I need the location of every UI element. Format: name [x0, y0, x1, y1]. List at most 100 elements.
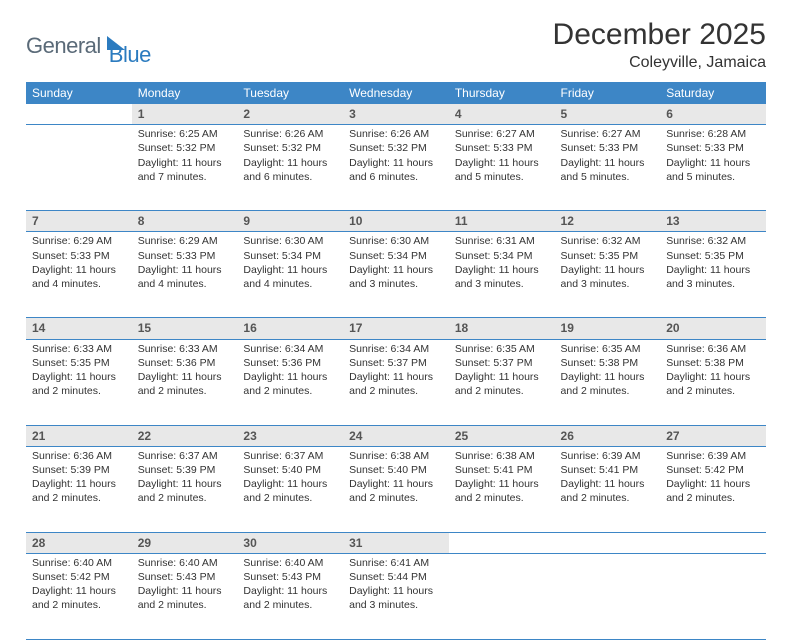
sunset-text: Sunset: 5:35 PM — [32, 356, 126, 370]
sunset-text: Sunset: 5:38 PM — [561, 356, 655, 370]
day-number-cell: 25 — [449, 425, 555, 446]
day-details: Sunrise: 6:30 AMSunset: 5:34 PMDaylight:… — [343, 232, 449, 295]
sunrise-text: Sunrise: 6:35 AM — [561, 342, 655, 356]
sunrise-text: Sunrise: 6:32 AM — [561, 234, 655, 248]
day-cell: Sunrise: 6:36 AMSunset: 5:38 PMDaylight:… — [660, 339, 766, 425]
sunset-text: Sunset: 5:42 PM — [32, 570, 126, 584]
sunrise-text: Sunrise: 6:31 AM — [455, 234, 549, 248]
weekday-header: Friday — [555, 82, 661, 104]
sunset-text: Sunset: 5:41 PM — [455, 463, 549, 477]
day-number — [26, 104, 132, 108]
day-number-cell: 2 — [237, 104, 343, 125]
day-details: Sunrise: 6:30 AMSunset: 5:34 PMDaylight:… — [237, 232, 343, 295]
day-number-cell: 26 — [555, 425, 661, 446]
sunset-text: Sunset: 5:41 PM — [561, 463, 655, 477]
sunrise-text: Sunrise: 6:39 AM — [666, 449, 760, 463]
day-cell: Sunrise: 6:33 AMSunset: 5:35 PMDaylight:… — [26, 339, 132, 425]
sunrise-text: Sunrise: 6:37 AM — [138, 449, 232, 463]
day-number: 9 — [237, 211, 343, 231]
sunset-text: Sunset: 5:36 PM — [138, 356, 232, 370]
daylight-text: Daylight: 11 hours and 3 minutes. — [455, 263, 549, 291]
day-details: Sunrise: 6:37 AMSunset: 5:40 PMDaylight:… — [237, 447, 343, 510]
day-details: Sunrise: 6:25 AMSunset: 5:32 PMDaylight:… — [132, 125, 238, 188]
day-cell — [660, 553, 766, 639]
daylight-text: Daylight: 11 hours and 5 minutes. — [561, 156, 655, 184]
sunrise-text: Sunrise: 6:36 AM — [666, 342, 760, 356]
sunset-text: Sunset: 5:33 PM — [138, 249, 232, 263]
sunrise-text: Sunrise: 6:26 AM — [349, 127, 443, 141]
day-number-cell: 22 — [132, 425, 238, 446]
week-row: Sunrise: 6:29 AMSunset: 5:33 PMDaylight:… — [26, 232, 766, 318]
sunset-text: Sunset: 5:33 PM — [561, 141, 655, 155]
day-details: Sunrise: 6:33 AMSunset: 5:36 PMDaylight:… — [132, 340, 238, 403]
daylight-text: Daylight: 11 hours and 5 minutes. — [455, 156, 549, 184]
day-cell: Sunrise: 6:39 AMSunset: 5:42 PMDaylight:… — [660, 446, 766, 532]
daylight-text: Daylight: 11 hours and 2 minutes. — [243, 584, 337, 612]
day-details: Sunrise: 6:32 AMSunset: 5:35 PMDaylight:… — [555, 232, 661, 295]
day-cell: Sunrise: 6:27 AMSunset: 5:33 PMDaylight:… — [449, 125, 555, 211]
day-number-cell: 13 — [660, 211, 766, 232]
sunrise-text: Sunrise: 6:27 AM — [561, 127, 655, 141]
daylight-text: Daylight: 11 hours and 2 minutes. — [561, 370, 655, 398]
daynum-row: 28293031 — [26, 532, 766, 553]
sunset-text: Sunset: 5:42 PM — [666, 463, 760, 477]
day-details: Sunrise: 6:34 AMSunset: 5:36 PMDaylight:… — [237, 340, 343, 403]
sunrise-text: Sunrise: 6:33 AM — [32, 342, 126, 356]
sunset-text: Sunset: 5:40 PM — [243, 463, 337, 477]
daylight-text: Daylight: 11 hours and 2 minutes. — [455, 477, 549, 505]
sunrise-text: Sunrise: 6:29 AM — [32, 234, 126, 248]
sunrise-text: Sunrise: 6:38 AM — [349, 449, 443, 463]
sunrise-text: Sunrise: 6:35 AM — [455, 342, 549, 356]
day-number: 1 — [132, 104, 238, 124]
daylight-text: Daylight: 11 hours and 6 minutes. — [243, 156, 337, 184]
sunrise-text: Sunrise: 6:27 AM — [455, 127, 549, 141]
day-number: 23 — [237, 426, 343, 446]
sunrise-text: Sunrise: 6:30 AM — [243, 234, 337, 248]
day-cell: Sunrise: 6:39 AMSunset: 5:41 PMDaylight:… — [555, 446, 661, 532]
day-cell: Sunrise: 6:36 AMSunset: 5:39 PMDaylight:… — [26, 446, 132, 532]
day-cell — [26, 125, 132, 211]
day-number-cell: 3 — [343, 104, 449, 125]
sunset-text: Sunset: 5:36 PM — [243, 356, 337, 370]
day-number: 17 — [343, 318, 449, 338]
sunrise-text: Sunrise: 6:29 AM — [138, 234, 232, 248]
day-number: 18 — [449, 318, 555, 338]
week-row: Sunrise: 6:36 AMSunset: 5:39 PMDaylight:… — [26, 446, 766, 532]
day-number: 20 — [660, 318, 766, 338]
sunset-text: Sunset: 5:40 PM — [349, 463, 443, 477]
day-cell: Sunrise: 6:33 AMSunset: 5:36 PMDaylight:… — [132, 339, 238, 425]
weekday-header: Saturday — [660, 82, 766, 104]
day-number: 24 — [343, 426, 449, 446]
day-number: 14 — [26, 318, 132, 338]
day-cell: Sunrise: 6:34 AMSunset: 5:36 PMDaylight:… — [237, 339, 343, 425]
day-number: 8 — [132, 211, 238, 231]
week-row: Sunrise: 6:25 AMSunset: 5:32 PMDaylight:… — [26, 125, 766, 211]
day-cell: Sunrise: 6:40 AMSunset: 5:43 PMDaylight:… — [237, 553, 343, 639]
day-details: Sunrise: 6:29 AMSunset: 5:33 PMDaylight:… — [132, 232, 238, 295]
daynum-row: 21222324252627 — [26, 425, 766, 446]
day-details: Sunrise: 6:37 AMSunset: 5:39 PMDaylight:… — [132, 447, 238, 510]
daylight-text: Daylight: 11 hours and 4 minutes. — [243, 263, 337, 291]
daylight-text: Daylight: 11 hours and 4 minutes. — [138, 263, 232, 291]
sunrise-text: Sunrise: 6:26 AM — [243, 127, 337, 141]
daylight-text: Daylight: 11 hours and 2 minutes. — [32, 370, 126, 398]
daylight-text: Daylight: 11 hours and 2 minutes. — [138, 477, 232, 505]
day-number: 13 — [660, 211, 766, 231]
day-details: Sunrise: 6:38 AMSunset: 5:41 PMDaylight:… — [449, 447, 555, 510]
sunset-text: Sunset: 5:33 PM — [32, 249, 126, 263]
day-number-cell: 15 — [132, 318, 238, 339]
weekday-header: Wednesday — [343, 82, 449, 104]
day-number-cell: 21 — [26, 425, 132, 446]
day-cell: Sunrise: 6:31 AMSunset: 5:34 PMDaylight:… — [449, 232, 555, 318]
sunset-text: Sunset: 5:37 PM — [349, 356, 443, 370]
daylight-text: Daylight: 11 hours and 2 minutes. — [666, 370, 760, 398]
day-details: Sunrise: 6:34 AMSunset: 5:37 PMDaylight:… — [343, 340, 449, 403]
sunrise-text: Sunrise: 6:41 AM — [349, 556, 443, 570]
day-number-cell: 31 — [343, 532, 449, 553]
logo-text-general: General — [26, 33, 101, 59]
day-details: Sunrise: 6:27 AMSunset: 5:33 PMDaylight:… — [555, 125, 661, 188]
sunset-text: Sunset: 5:43 PM — [243, 570, 337, 584]
day-number: 3 — [343, 104, 449, 124]
logo-text-blue: Blue — [109, 42, 151, 68]
day-number-cell: 29 — [132, 532, 238, 553]
